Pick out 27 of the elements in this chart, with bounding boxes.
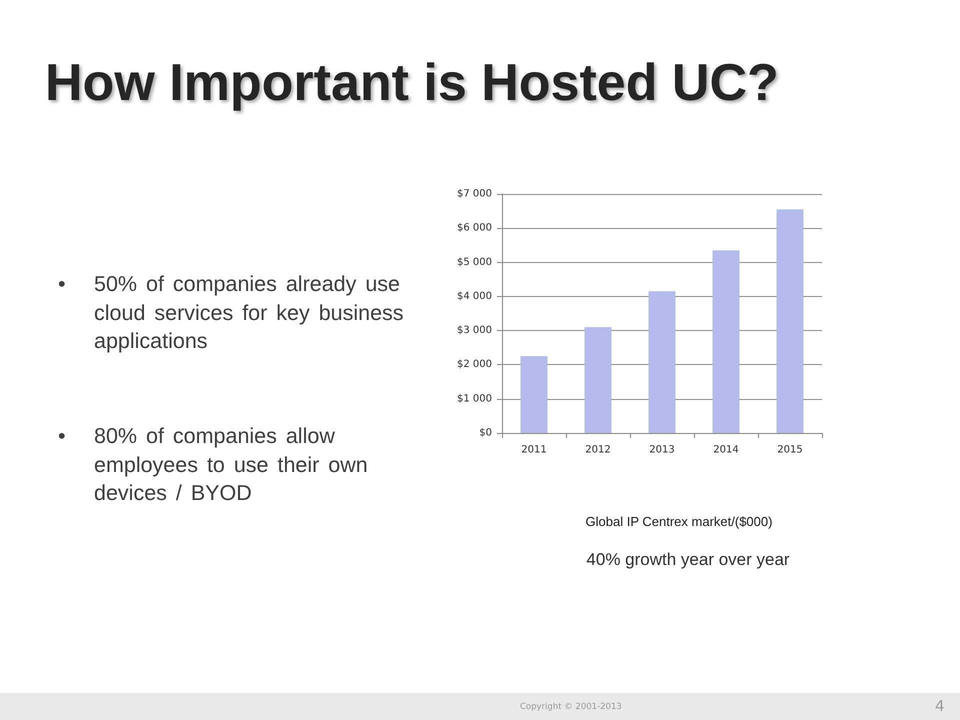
x-tick-label: 2013 [649, 444, 675, 456]
x-tick-label: 2014 [713, 444, 739, 456]
chart-title: How Important is Hosted UC? [45, 54, 779, 112]
y-tick-label: $4 000 [457, 290, 492, 302]
x-tick-label: 2015 [777, 444, 803, 456]
text: 40% growth year over year [586, 550, 790, 570]
y-tick-label: $5 000 [457, 256, 492, 268]
y-tick-label: $3 000 [457, 325, 492, 336]
bar [520, 356, 548, 433]
text: 50% of companies already use cloud services for key business applications [94, 271, 405, 356]
text: 4 [935, 697, 945, 715]
y-tick-label: $0 [479, 428, 492, 438]
bar [584, 327, 612, 433]
y-tick-label: $6 000 [457, 222, 492, 234]
bar [776, 209, 804, 433]
text: Global IP Centrex market/($000) [586, 514, 772, 530]
bar [648, 291, 676, 433]
text: • [58, 271, 66, 298]
y-tick-label: $7 000 [457, 188, 492, 200]
text: 80% of companies allow employees to use their own devices / BYOD [94, 423, 369, 508]
y-tick-label: $2 000 [457, 359, 492, 370]
text: • [58, 423, 66, 450]
text: Copyright © 2001-2013 [520, 702, 622, 712]
x-tick-label: 2011 [521, 444, 547, 456]
bar [712, 250, 740, 433]
y-tick-label: $1 000 [457, 393, 492, 404]
x-tick-label: 2012 [585, 444, 611, 456]
